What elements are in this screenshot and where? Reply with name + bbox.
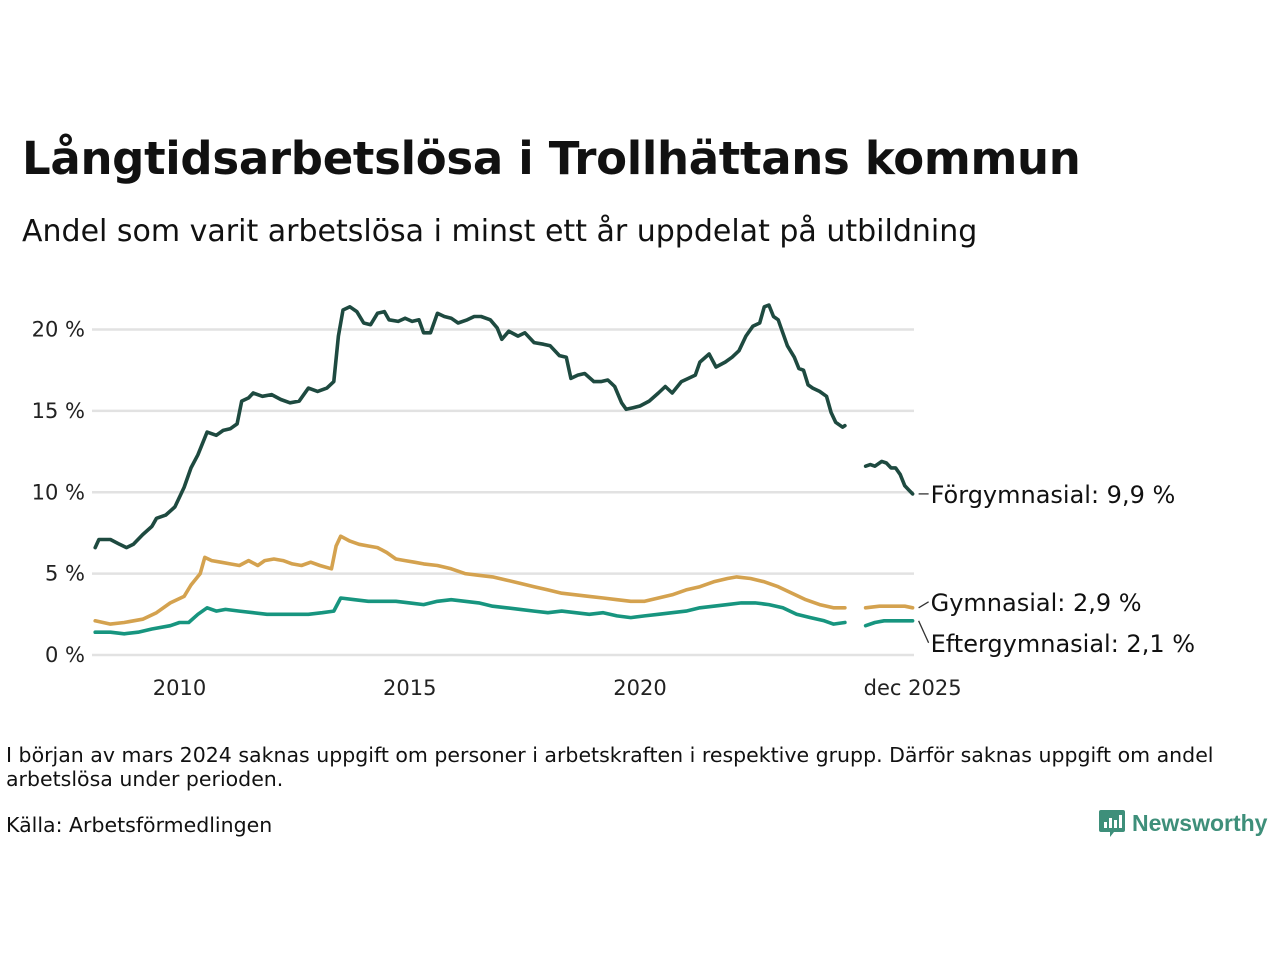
line-chart: 0 %5 %10 %15 %20 % 2010 2015 2020 dec 2025 … [32, 303, 1195, 700]
series-lines [93, 303, 915, 636]
grid-lines [92, 328, 914, 657]
x-tick-label: dec 2025 [864, 676, 962, 700]
y-tick-label: 15 % [32, 399, 85, 423]
eftergymnasial-end-label: Eftergymnasial: 2,1 % [931, 630, 1195, 658]
brand-logo[interactable]: Newsworthy [1098, 808, 1267, 838]
y-tick-label: 0 % [45, 643, 85, 667]
brand-name: Newsworthy [1132, 809, 1268, 836]
y-tick-label: 20 % [32, 318, 85, 342]
x-tick-label: 2010 [153, 676, 206, 700]
gymnasial-end-label: Gymnasial: 2,9 % [931, 589, 1142, 617]
y-tick-label: 5 % [45, 562, 85, 586]
x-axis: 2010 2015 2020 dec 2025 [153, 676, 962, 700]
x-tick-label: 2015 [383, 676, 436, 700]
y-tick-label: 10 % [32, 480, 85, 504]
x-tick-label: 2020 [613, 676, 666, 700]
gymnasial-line-segment-0 [93, 534, 847, 626]
eftergymnasial-label-leader [918, 620, 930, 644]
forgymnasial-line-segment-1 [863, 459, 915, 496]
gymnasial-line-segment-1 [863, 604, 915, 610]
eftergymnasial-line-segment-0 [93, 596, 847, 636]
footnote: I början av mars 2024 saknas uppgift om … [6, 743, 1214, 791]
source-note: Källa: Arbetsförmedlingen [6, 813, 273, 837]
gymnasial-label-leader [918, 601, 929, 609]
eftergymnasial-line-segment-1 [863, 619, 915, 628]
chart-subtitle: Andel som varit arbetslösa i minst ett å… [22, 214, 978, 249]
newsworthy-icon [1099, 810, 1125, 837]
y-axis: 0 % 5 % 10 % 15 % 20 % [32, 318, 85, 667]
forgymnasial-end-label: Förgymnasial: 9,9 % [931, 481, 1176, 509]
forgymnasial-line-segment-0 [93, 303, 847, 550]
end-labels: Förgymnasial: 9,9 % Gymnasial: 2,9 % Efter… [918, 481, 1195, 658]
chart-title: Långtidsarbetslösa i Trollhättans kommun [22, 132, 1081, 185]
